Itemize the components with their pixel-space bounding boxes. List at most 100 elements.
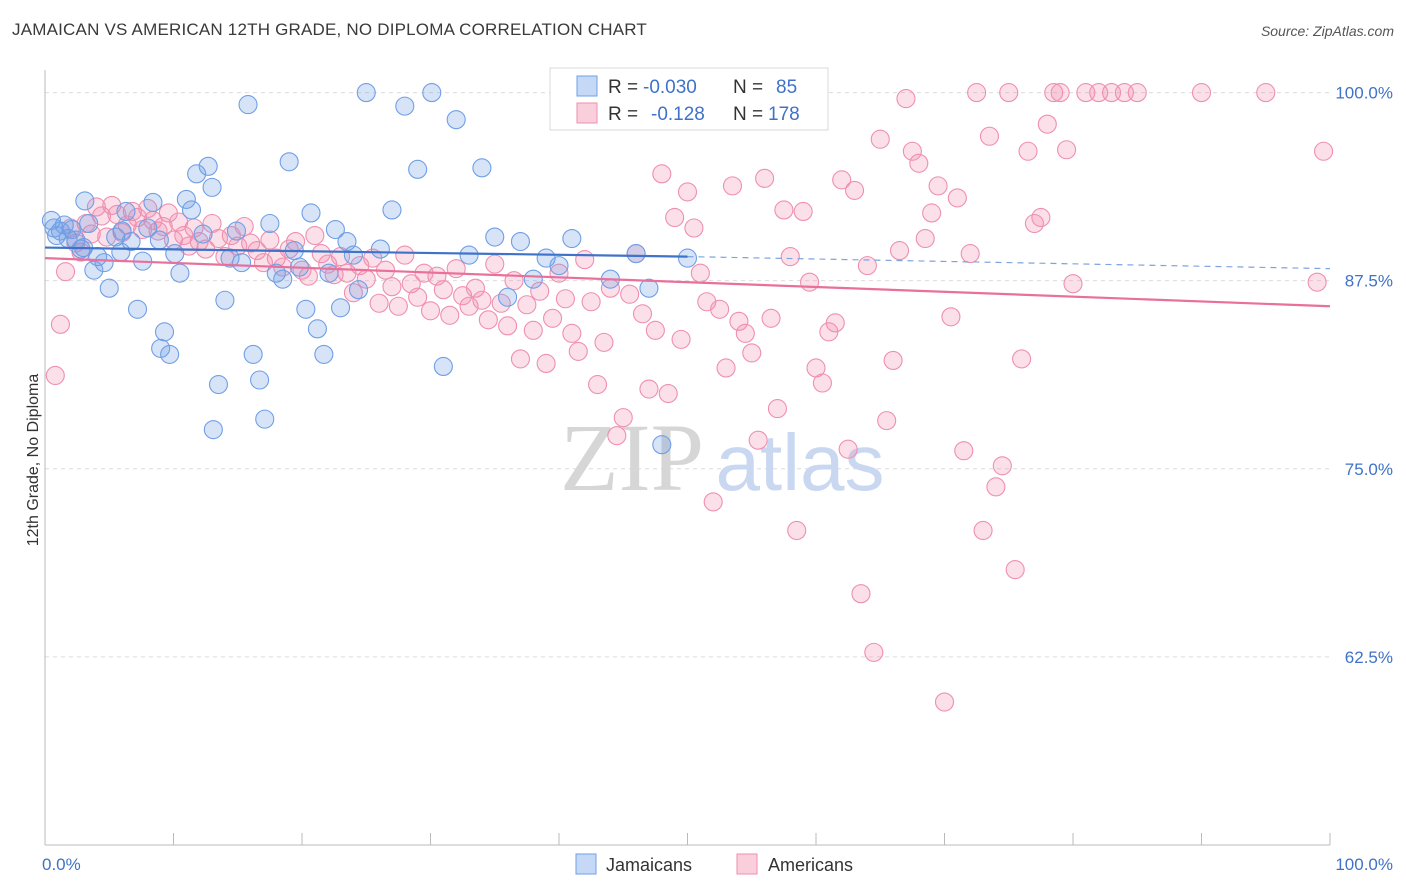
y-tick-label: 100.0%: [1335, 84, 1393, 103]
americans-point: [844, 180, 865, 200]
americans-point: [684, 218, 704, 238]
americans-point: [748, 430, 768, 450]
jamaicans-point: [138, 218, 158, 238]
x-tick-label: 100.0%: [1335, 855, 1393, 874]
americans-point: [485, 254, 505, 274]
americans-point: [934, 692, 955, 712]
jamaicans-point: [143, 192, 163, 212]
jamaicans-point: [446, 110, 466, 130]
americans-point: [722, 176, 743, 196]
americans-point: [102, 195, 122, 215]
americans-point: [382, 277, 402, 297]
jamaicans-point: [273, 269, 293, 289]
americans-point: [1314, 141, 1334, 161]
jamaicans-point: [677, 248, 698, 268]
jamaicans-point: [149, 230, 169, 250]
americans-point: [793, 201, 813, 222]
americans-point: [1057, 140, 1077, 160]
americans-point: [735, 323, 755, 343]
jamaicans-point: [307, 319, 327, 339]
americans-point: [825, 313, 845, 333]
americans-point: [568, 341, 588, 361]
jamaicans-point: [343, 245, 363, 265]
americans-point: [915, 228, 935, 249]
jamaicans-point: [151, 338, 171, 358]
americans-point: [767, 399, 788, 419]
watermark-atlas: atlas: [716, 418, 885, 507]
americans-point: [645, 320, 665, 340]
jamaicans-point: [279, 152, 299, 172]
jamaicans-point: [356, 83, 376, 103]
americans-point: [446, 259, 466, 279]
y-axis-label: 12th Grade, No Diploma: [25, 374, 42, 547]
americans-points: [45, 83, 1334, 712]
axes: [44, 70, 1331, 846]
americans-point: [241, 233, 261, 253]
americans-point: [922, 203, 942, 223]
jamaicans-point: [208, 374, 229, 395]
bottom-legend-swatch-americans: [736, 853, 758, 875]
americans-point: [787, 520, 807, 541]
americans-point: [613, 408, 633, 428]
americans-point: [395, 245, 415, 265]
jamaicans-point: [433, 356, 453, 377]
jamaicans-point: [639, 278, 659, 298]
americans-point: [1191, 83, 1212, 103]
americans-point: [774, 200, 794, 220]
legend-r-value: -0.128: [651, 104, 705, 125]
jamaicans-point: [79, 213, 99, 234]
jamaicans-point: [485, 227, 505, 247]
americans-point: [517, 295, 537, 315]
americans-point: [420, 301, 441, 321]
jamaicans-point: [330, 298, 351, 318]
legend-row-americans: R = -0.128 N = 178: [576, 102, 800, 125]
americans-point: [1307, 272, 1327, 292]
americans-point: [658, 383, 678, 404]
axis-labels: 62.5% 75.0% 87.5% 100.0% 0.0% 100.0% 12th Grad…: [25, 84, 1393, 874]
y-tick-label: 62.5%: [1345, 648, 1393, 667]
americans-point: [478, 310, 498, 330]
americans-point: [947, 188, 967, 208]
jamaicans-point: [176, 189, 196, 209]
jamaicans-points: [41, 83, 698, 455]
americans-point: [1256, 83, 1276, 103]
americans-point: [523, 320, 543, 340]
americans-point: [433, 280, 453, 300]
americans-point: [889, 241, 910, 261]
jamaicans-point: [498, 287, 518, 307]
americans-point: [857, 256, 877, 276]
jamaicans-point: [626, 244, 646, 264]
jamaicans-point: [127, 299, 148, 319]
americans-point: [581, 292, 601, 312]
legend-n-value: 85: [776, 77, 797, 98]
trend-lines: [44, 246, 1331, 308]
americans-point: [780, 247, 800, 267]
americans-point: [960, 244, 980, 264]
jamaicans-point: [62, 219, 82, 240]
jamaicans-point: [459, 245, 479, 265]
americans-point: [122, 201, 142, 222]
jamaicans-point: [395, 96, 415, 116]
americans-point: [864, 642, 884, 662]
americans-point: [587, 374, 608, 395]
americans-point: [472, 290, 492, 310]
jamaicans-point: [314, 344, 334, 364]
americans-trend-line: [44, 257, 1331, 308]
legend-n-value: 178: [768, 104, 800, 125]
jamaicans-point: [215, 290, 235, 310]
americans-point: [652, 164, 672, 184]
y-tick-label: 87.5%: [1345, 272, 1393, 291]
jamaicans-point: [255, 409, 275, 429]
americans-point: [710, 299, 730, 319]
jamaicans-point: [319, 263, 339, 283]
jamaicans-point: [382, 200, 402, 220]
americans-point: [1005, 560, 1025, 580]
legend-r-value: -0.030: [643, 77, 697, 98]
americans-point: [928, 176, 948, 196]
americans-point: [56, 262, 76, 282]
jamaicans-point: [226, 221, 247, 241]
americans-point: [575, 250, 595, 270]
americans-point: [851, 584, 871, 604]
americans-point: [1044, 83, 1064, 103]
